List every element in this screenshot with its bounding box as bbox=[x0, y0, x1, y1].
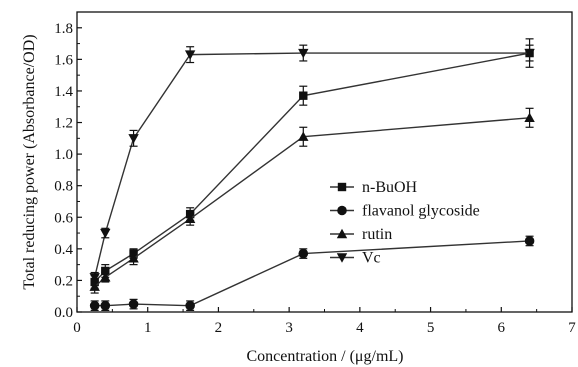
legend-label: rutin bbox=[362, 226, 392, 243]
y-tick-label: 0.6 bbox=[54, 210, 73, 226]
data-point bbox=[128, 299, 139, 309]
x-tick-label: 4 bbox=[356, 320, 364, 336]
x-tick-label: 0 bbox=[73, 320, 81, 336]
x-tick-label: 1 bbox=[144, 320, 152, 336]
data-point bbox=[89, 273, 100, 283]
data-point bbox=[298, 248, 309, 259]
y-tick-label: 1.4 bbox=[54, 84, 73, 100]
y-tick-label: 0.2 bbox=[54, 273, 73, 289]
data-point bbox=[524, 48, 535, 59]
data-point bbox=[184, 213, 196, 224]
legend-label: Vc bbox=[362, 250, 381, 267]
legend-item: Vc bbox=[330, 250, 381, 267]
y-tick-label: 1.2 bbox=[54, 116, 73, 132]
y-axis-label: Total reducing power (Absorbance/OD) bbox=[21, 34, 38, 289]
data-point bbox=[89, 281, 100, 291]
legend-item: flavanol glycoside bbox=[330, 203, 480, 220]
x-tick-label: 5 bbox=[427, 320, 435, 336]
data-point bbox=[185, 300, 195, 311]
series-0 bbox=[90, 38, 534, 289]
legend-marker bbox=[336, 253, 348, 263]
legend-label: n-BuOH bbox=[362, 179, 418, 196]
y-tick-label: 0.4 bbox=[54, 242, 73, 258]
legend-item: rutin bbox=[330, 226, 392, 243]
x-tick-label: 2 bbox=[215, 320, 223, 336]
legend-label: flavanol glycoside bbox=[362, 203, 480, 220]
data-point bbox=[128, 134, 139, 144]
legend-marker bbox=[337, 205, 347, 216]
series-line bbox=[94, 240, 530, 307]
data-point bbox=[100, 228, 111, 239]
legend-item: n-BuOH bbox=[330, 179, 418, 196]
data-point bbox=[524, 112, 535, 122]
data-point bbox=[524, 236, 535, 246]
series-group bbox=[89, 38, 535, 312]
data-point bbox=[299, 91, 308, 100]
y-tick-label: 1.6 bbox=[54, 52, 73, 68]
x-tick-label: 3 bbox=[285, 320, 293, 336]
legend: n-BuOH flavanol glycoside rutin Vc bbox=[330, 179, 480, 267]
y-tick-label: 1.8 bbox=[54, 21, 73, 37]
data-point bbox=[298, 131, 309, 141]
x-tick-label: 6 bbox=[498, 320, 506, 336]
y-tick-label: 1.0 bbox=[54, 147, 73, 163]
legend-marker bbox=[337, 182, 347, 192]
series-2 bbox=[89, 107, 535, 294]
series-line bbox=[94, 52, 530, 283]
data-point bbox=[101, 266, 110, 276]
y-tick-label: 0.8 bbox=[54, 179, 73, 195]
data-point bbox=[100, 272, 111, 282]
x-axis-label: Concentration / (μg/mL) bbox=[247, 348, 404, 365]
legend-marker bbox=[336, 228, 348, 239]
data-point bbox=[184, 50, 196, 60]
x-tick-label: 7 bbox=[568, 320, 576, 336]
series-line bbox=[93, 52, 530, 278]
series-1 bbox=[89, 235, 535, 312]
y-tick-label: 0.0 bbox=[54, 305, 73, 321]
ticks: 0 1 2 3 4 5 6 7 0.0 0.2 0.4 0.6 0.8 1.0 1.2 1.4 1.6 1.8 bbox=[54, 21, 576, 336]
data-point bbox=[128, 253, 139, 263]
plot-frame bbox=[76, 11, 573, 313]
data-point bbox=[89, 300, 100, 311]
data-point bbox=[100, 300, 111, 311]
series-3 bbox=[89, 44, 535, 283]
data-point bbox=[298, 48, 309, 59]
